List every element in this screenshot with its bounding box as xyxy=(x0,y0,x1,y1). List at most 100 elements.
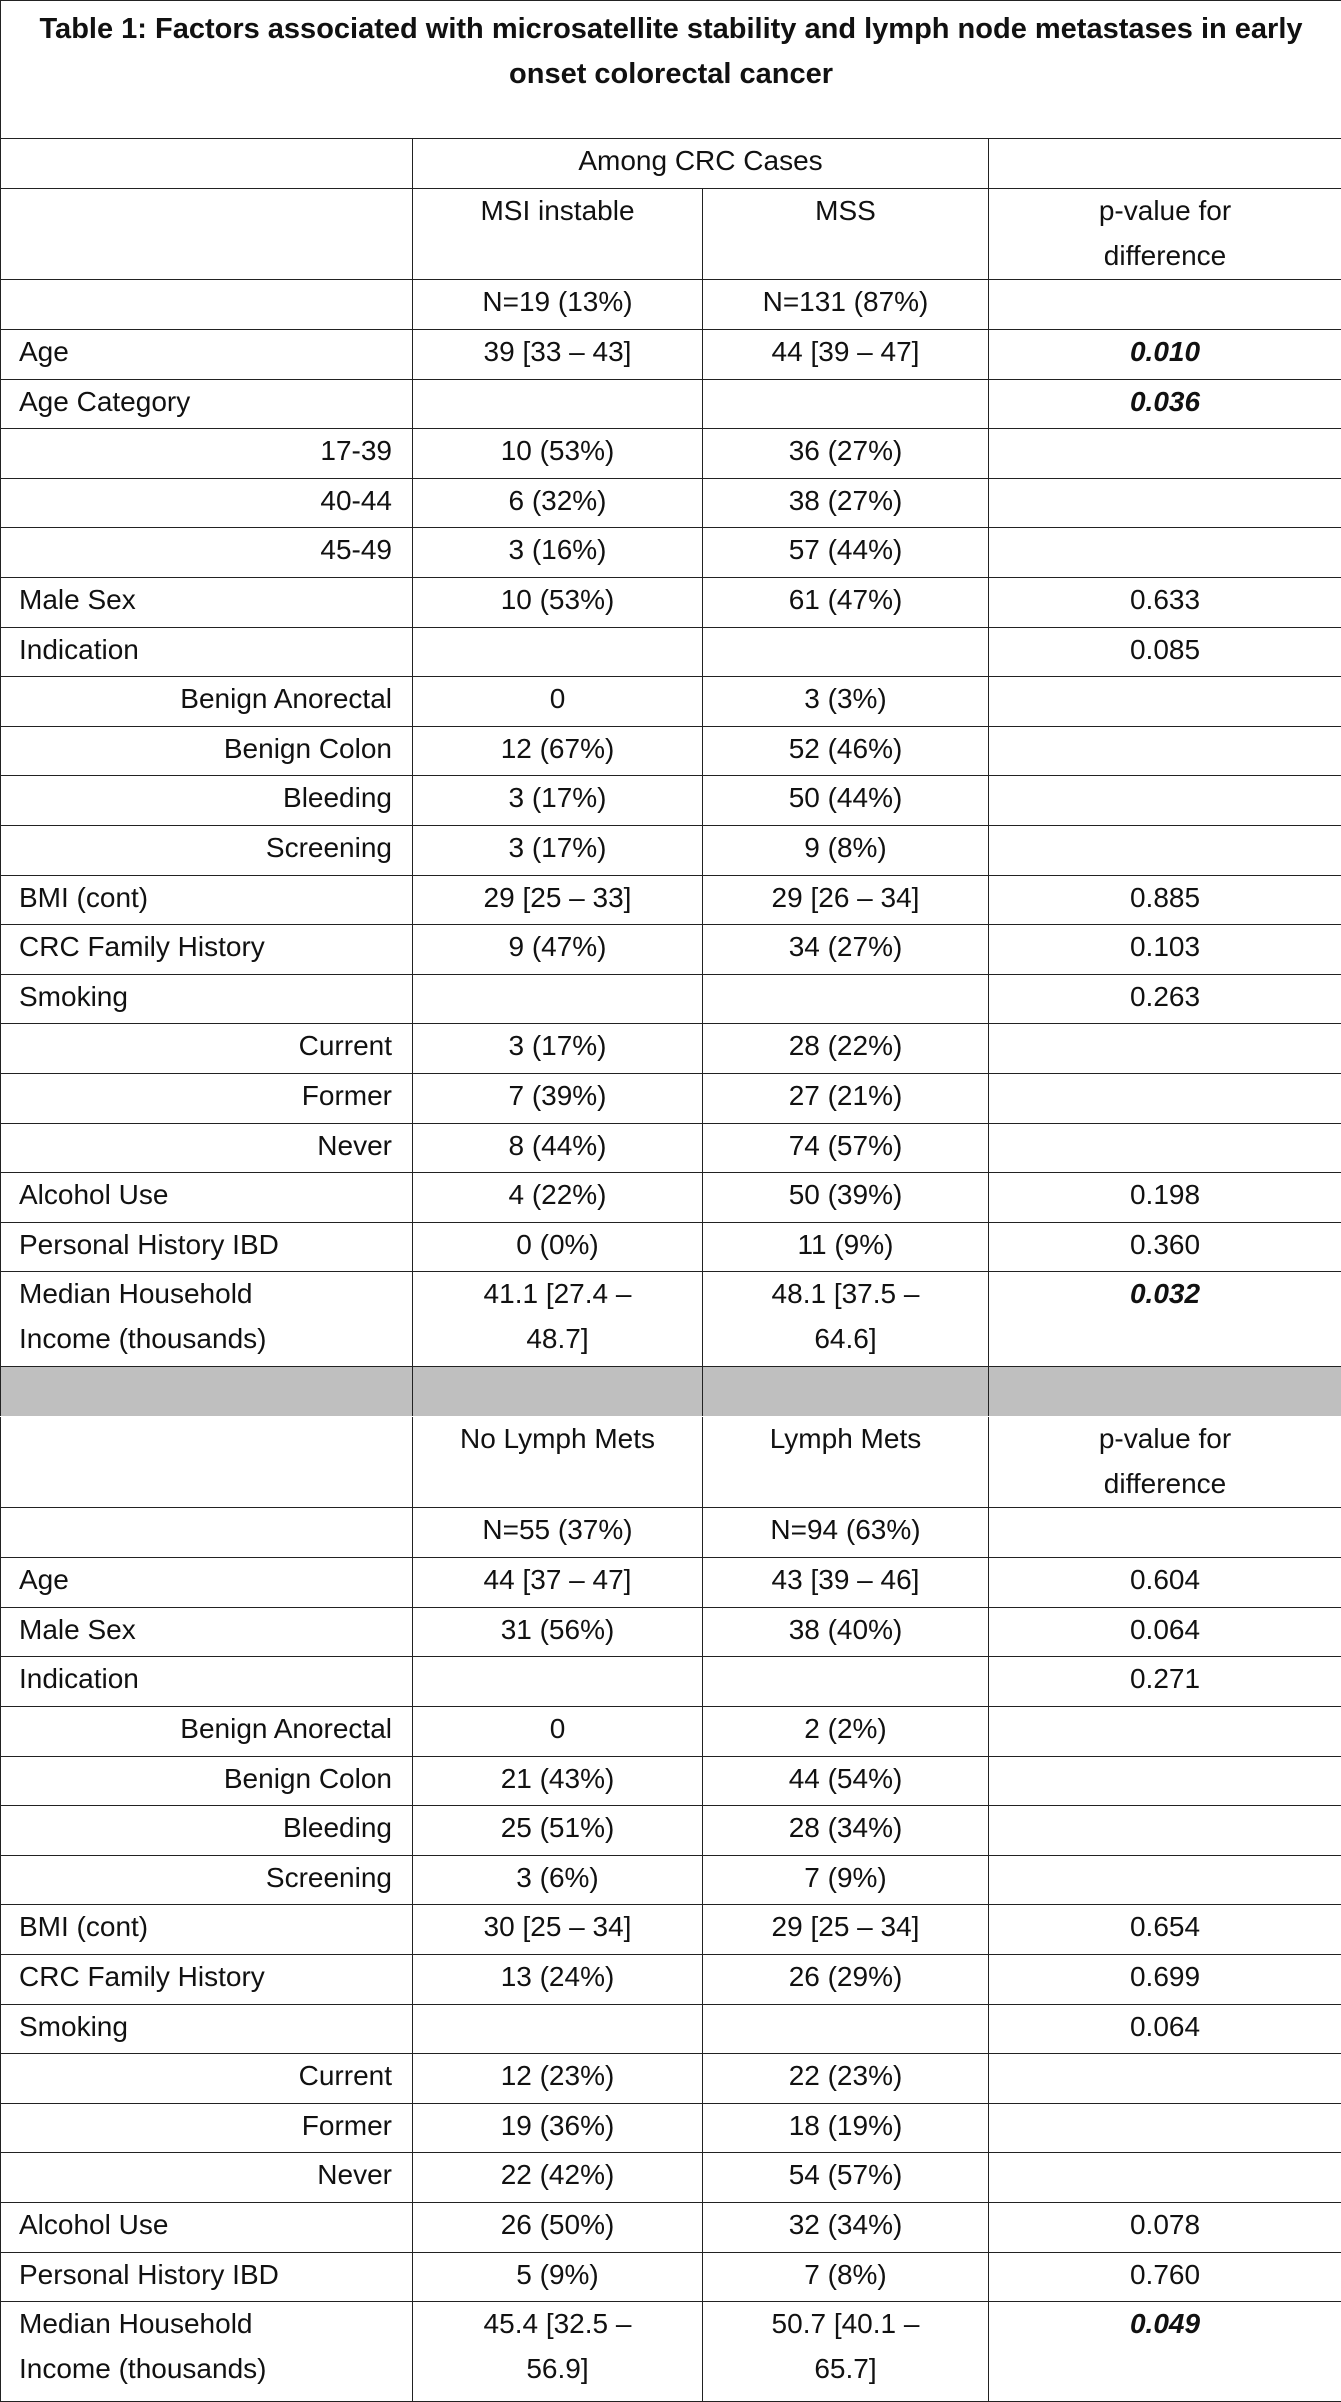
value-cell: 22 (23%) xyxy=(702,2053,989,2104)
table-row: Bleeding 3 (17%) 50 (44%) xyxy=(0,775,1341,826)
subrow-label: Benign Colon xyxy=(0,1755,413,1807)
table-row: Age 39 [33 – 43] 44 [39 – 47] 0.010 xyxy=(0,329,1341,380)
value-cell: 3 (17%) xyxy=(412,1023,703,1074)
value-cell: 38 (40%) xyxy=(702,1606,989,1658)
table-row: Alcohol Use 26 (50%) 32 (34%) 0.078 xyxy=(0,2202,1341,2253)
value-cell: 3 (16%) xyxy=(412,527,703,578)
empty-cell xyxy=(987,1706,1341,1757)
column-header: p-value for difference xyxy=(987,1416,1341,1509)
separator-cell xyxy=(702,1366,989,1418)
row-label: Indication xyxy=(0,626,413,678)
value-cell: 12 (23%) xyxy=(412,2053,703,2104)
row-label: Median Household Income (thousands) xyxy=(0,1271,413,1368)
value-cell: 34 (27%) xyxy=(702,924,989,975)
column-header: Lymph Mets xyxy=(702,1416,989,1509)
row-label: Median Household Income (thousands) xyxy=(0,2301,413,2402)
table-row: Benign Colon 12 (67%) 52 (46%) xyxy=(0,725,1341,777)
empty-cell xyxy=(987,824,1341,876)
value-cell: 41.1 [27.4 – 48.7] xyxy=(412,1271,703,1368)
subrow-label: Benign Colon xyxy=(0,725,413,777)
subrow-label: Current xyxy=(0,2053,413,2104)
p-value: 0.654 xyxy=(987,1904,1341,1956)
row-label: Age Category xyxy=(0,378,413,430)
table-row: MSI instable MSS p-value for difference xyxy=(0,188,1341,280)
empty-cell xyxy=(0,188,413,280)
value-cell: 9 (8%) xyxy=(702,824,989,876)
p-value: 0.049 xyxy=(987,2301,1341,2402)
empty-cell xyxy=(0,1507,413,1559)
table-row: 17-39 10 (53%) 36 (27%) xyxy=(0,428,1341,479)
empty-cell xyxy=(987,676,1341,727)
subrow-label: Bleeding xyxy=(0,1805,413,1856)
table-row: No Lymph Mets Lymph Mets p-value for diffe… xyxy=(0,1416,1341,1509)
empty-cell xyxy=(0,1416,413,1509)
value-cell xyxy=(702,973,989,1025)
empty-cell xyxy=(987,775,1341,826)
value-cell: 30 [25 – 34] xyxy=(412,1904,703,1956)
p-value: 0.103 xyxy=(987,924,1341,975)
table-row: Benign Anorectal 0 2 (2%) xyxy=(0,1706,1341,1757)
empty-cell xyxy=(0,138,413,189)
value-cell: 22 (42%) xyxy=(412,2152,703,2203)
value-cell: 29 [25 – 33] xyxy=(412,874,703,926)
value-cell: 36 (27%) xyxy=(702,428,989,479)
table-row: Personal History IBD 0 (0%) 11 (9%) 0.360 xyxy=(0,1221,1341,1273)
row-label: Male Sex xyxy=(0,1606,413,1658)
table-row: Male Sex 10 (53%) 61 (47%) 0.633 xyxy=(0,576,1341,628)
table-row: Screening 3 (17%) 9 (8%) xyxy=(0,824,1341,876)
value-cell: 43 [39 – 46] xyxy=(702,1557,989,1608)
row-label: Male Sex xyxy=(0,576,413,628)
value-cell: 3 (17%) xyxy=(412,775,703,826)
value-cell: 54 (57%) xyxy=(702,2152,989,2203)
value-cell: 19 (36%) xyxy=(412,2102,703,2154)
group-size: N=19 (13%) xyxy=(412,279,703,330)
table-row: Median Household Income (thousands) 41.1 … xyxy=(0,1271,1341,1368)
value-cell xyxy=(412,1656,703,1708)
table-row: N=19 (13%) N=131 (87%) xyxy=(0,279,1341,330)
row-label: Alcohol Use xyxy=(0,2202,413,2253)
table-row: Median Household Income (thousands) 45.4 … xyxy=(0,2301,1341,2402)
subrow-label: Screening xyxy=(0,824,413,876)
value-cell: 25 (51%) xyxy=(412,1805,703,1856)
value-cell: 45.4 [32.5 – 56.9] xyxy=(412,2301,703,2402)
table-row: Table 1: Factors associated with microsa… xyxy=(0,0,1341,139)
value-cell: 50.7 [40.1 – 65.7] xyxy=(702,2301,989,2402)
value-cell: 12 (67%) xyxy=(412,725,703,777)
subrow-label: Former xyxy=(0,1072,413,1124)
separator-cell xyxy=(987,1366,1341,1418)
subrow-label: Benign Anorectal xyxy=(0,1706,413,1757)
p-value: 0.699 xyxy=(987,1954,1341,2005)
subrow-label: Never xyxy=(0,1122,413,1174)
empty-cell xyxy=(987,138,1341,189)
empty-cell xyxy=(987,1755,1341,1807)
subrow-label: Former xyxy=(0,2102,413,2154)
group-size: N=94 (63%) xyxy=(702,1507,989,1559)
row-label: Indication xyxy=(0,1656,413,1708)
value-cell: 44 (54%) xyxy=(702,1755,989,1807)
value-cell xyxy=(412,626,703,678)
value-cell: 50 (39%) xyxy=(702,1172,989,1223)
table-row: Indication 0.085 xyxy=(0,626,1341,678)
value-cell: 27 (21%) xyxy=(702,1072,989,1124)
value-cell: 8 (44%) xyxy=(412,1122,703,1174)
p-value: 0.633 xyxy=(987,576,1341,628)
value-cell xyxy=(702,626,989,678)
subrow-label: 17-39 xyxy=(0,428,413,479)
value-cell: 7 (8%) xyxy=(702,2251,989,2303)
value-cell xyxy=(412,973,703,1025)
value-cell: 13 (24%) xyxy=(412,1954,703,2005)
separator-cell xyxy=(412,1366,703,1418)
empty-cell xyxy=(987,2102,1341,2154)
table-row: Former 7 (39%) 27 (21%) xyxy=(0,1072,1341,1124)
value-cell: 5 (9%) xyxy=(412,2251,703,2303)
value-cell: 48.1 [37.5 – 64.6] xyxy=(702,1271,989,1368)
subrow-label: Current xyxy=(0,1023,413,1074)
value-cell: 10 (53%) xyxy=(412,428,703,479)
table-row: Age Category 0.036 xyxy=(0,378,1341,430)
table-row: Smoking 0.263 xyxy=(0,973,1341,1025)
value-cell: 29 [25 – 34] xyxy=(702,1904,989,1956)
table-row: Benign Anorectal 0 3 (3%) xyxy=(0,676,1341,727)
row-label: Smoking xyxy=(0,2003,413,2055)
table-row: CRC Family History 9 (47%) 34 (27%) 0.103 xyxy=(0,924,1341,975)
row-label: Age xyxy=(0,329,413,380)
